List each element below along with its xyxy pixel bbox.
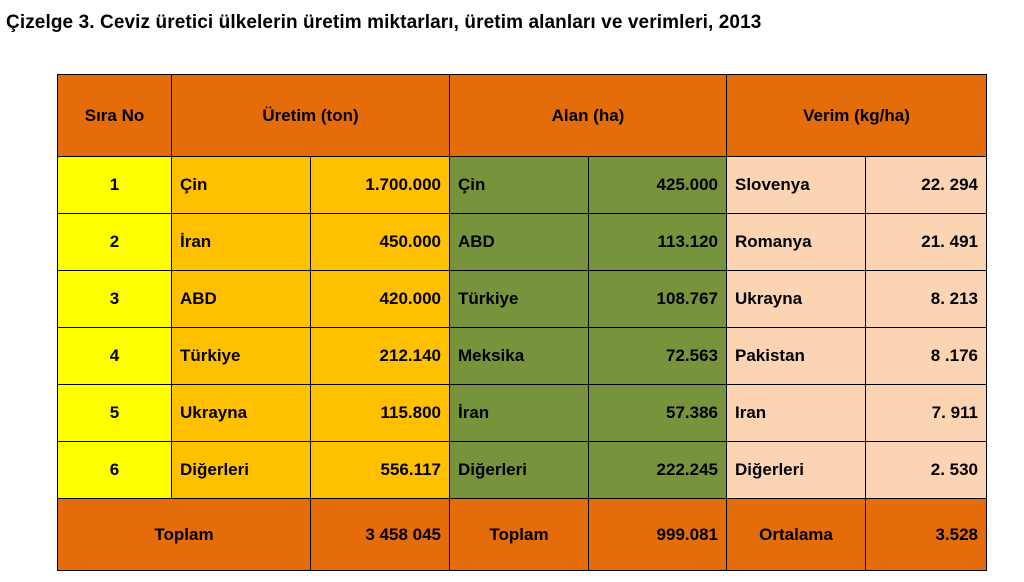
- yield-value: 7. 911: [865, 384, 987, 442]
- yield-value: 21. 491: [865, 213, 987, 271]
- row-number: 5: [57, 384, 172, 442]
- production-value: 450.000: [310, 213, 450, 271]
- area-value: 72.563: [588, 327, 727, 385]
- production-country: Ukrayna: [171, 384, 311, 442]
- yield-value: 22. 294: [865, 156, 987, 214]
- walnut-production-table: Sıra No Üretim (ton) Alan (ha) Verim (kg…: [57, 74, 987, 571]
- totals-row: Toplam 3 458 045 Toplam 999.081 Ortalama…: [57, 498, 987, 571]
- production-value: 556.117: [310, 441, 450, 499]
- production-total-label: Toplam: [57, 498, 311, 571]
- production-value: 212.140: [310, 327, 450, 385]
- row-number: 2: [57, 213, 172, 271]
- yield-country: Ukrayna: [726, 270, 866, 328]
- table-row: 5 Ukrayna 115.800 İran 57.386 Iran 7. 911: [57, 384, 987, 442]
- yield-value: 8. 213: [865, 270, 987, 328]
- production-country: İran: [171, 213, 311, 271]
- production-total-value: 3 458 045: [310, 498, 450, 571]
- production-country: Türkiye: [171, 327, 311, 385]
- yield-average-label: Ortalama: [726, 498, 866, 571]
- area-country: Çin: [449, 156, 589, 214]
- yield-country: Iran: [726, 384, 866, 442]
- yield-value: 2. 530: [865, 441, 987, 499]
- production-country: ABD: [171, 270, 311, 328]
- area-country: İran: [449, 384, 589, 442]
- table-row: 1 Çin 1.700.000 Çin 425.000 Slovenya 22. 294: [57, 156, 987, 214]
- header-row: Sıra No Üretim (ton) Alan (ha) Verim (kg…: [57, 74, 987, 157]
- header-area: Alan (ha): [449, 74, 727, 157]
- yield-value: 8 .176: [865, 327, 987, 385]
- table-body: 1 Çin 1.700.000 Çin 425.000 Slovenya 22. 294 2 İ…: [57, 156, 987, 499]
- production-country: Çin: [171, 156, 311, 214]
- area-country: Meksika: [449, 327, 589, 385]
- area-value: 222.245: [588, 441, 727, 499]
- area-value: 108.767: [588, 270, 727, 328]
- production-value: 1.700.000: [310, 156, 450, 214]
- area-total-label: Toplam: [449, 498, 589, 571]
- production-value: 420.000: [310, 270, 450, 328]
- table-row: 6 Diğerleri 556.117 Diğerleri 222.245 Diğerle…: [57, 441, 987, 499]
- row-number: 1: [57, 156, 172, 214]
- table-row: 3 ABD 420.000 Türkiye 108.767 Ukrayna 8. 213: [57, 270, 987, 328]
- header-production: Üretim (ton): [171, 74, 450, 157]
- header-yield: Verim (kg/ha): [726, 74, 987, 157]
- row-number: 4: [57, 327, 172, 385]
- production-value: 115.800: [310, 384, 450, 442]
- area-country: Türkiye: [449, 270, 589, 328]
- production-country: Diğerleri: [171, 441, 311, 499]
- area-value: 57.386: [588, 384, 727, 442]
- yield-country: Diğerleri: [726, 441, 866, 499]
- area-country: Diğerleri: [449, 441, 589, 499]
- area-value: 425.000: [588, 156, 727, 214]
- row-number: 6: [57, 441, 172, 499]
- area-value: 113.120: [588, 213, 727, 271]
- yield-average-value: 3.528: [865, 498, 987, 571]
- yield-country: Pakistan: [726, 327, 866, 385]
- area-total-value: 999.081: [588, 498, 727, 571]
- yield-country: Slovenya: [726, 156, 866, 214]
- table-row: 4 Türkiye 212.140 Meksika 72.563 Pakistan 8 .1…: [57, 327, 987, 385]
- yield-country: Romanya: [726, 213, 866, 271]
- table-row: 2 İran 450.000 ABD 113.120 Romanya 21. 491: [57, 213, 987, 271]
- area-country: ABD: [449, 213, 589, 271]
- table-caption: Çizelge 3. Ceviz üretici ülkelerin üreti…: [6, 12, 762, 33]
- row-number: 3: [57, 270, 172, 328]
- header-sira-no: Sıra No: [57, 74, 172, 157]
